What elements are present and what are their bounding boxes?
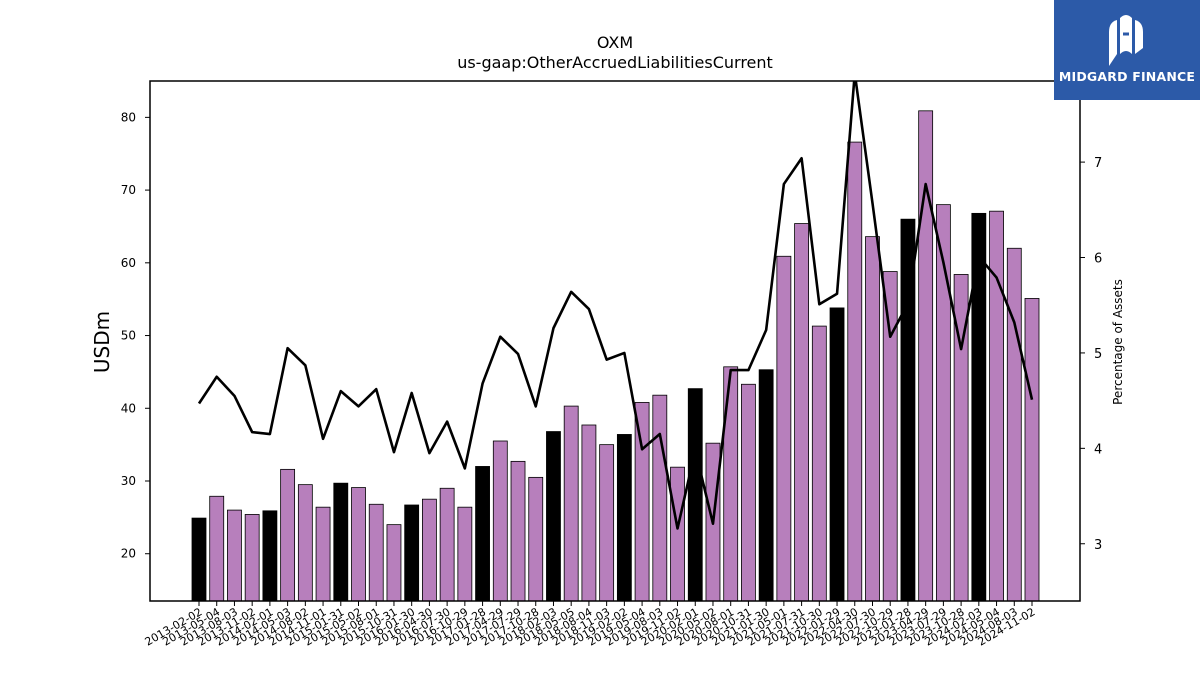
bar (847, 141, 863, 602)
bar (829, 307, 845, 602)
bar (280, 468, 296, 602)
bar (262, 510, 278, 602)
bar (616, 434, 632, 602)
y-tick-label: 60 (121, 256, 136, 270)
bar (333, 482, 349, 602)
midgard-logo: MIDGARD FINANCE (1054, 0, 1200, 100)
bar (227, 509, 242, 602)
bar (634, 402, 650, 602)
bar (776, 255, 792, 602)
bar (652, 394, 668, 602)
bar (191, 517, 207, 602)
bar (581, 424, 597, 602)
bar (492, 440, 508, 602)
y-tick-label: 20 (121, 547, 136, 561)
logo-text: MIDGARD FINANCE (1058, 69, 1196, 84)
bar (865, 236, 880, 602)
y-tick-label: 50 (121, 329, 136, 343)
bar (439, 487, 455, 602)
bar (351, 487, 366, 602)
y-tick-label: 70 (121, 183, 136, 197)
y2-tick-label: 3 (1094, 538, 1102, 553)
bar (368, 503, 384, 602)
y2-tick-label: 7 (1094, 156, 1102, 171)
bar (989, 210, 1004, 602)
bar (1006, 247, 1022, 602)
bar (971, 212, 987, 602)
bar (546, 431, 561, 602)
bar (510, 460, 526, 602)
y2-tick-label: 5 (1094, 347, 1102, 362)
axes-layer: 20304050607080345672013-02-022013-05-042… (121, 80, 1102, 649)
chart-subtitle: us-gaap:OtherAccruedLiabilitiesCurrent (457, 53, 773, 72)
bar (1024, 298, 1040, 602)
bar (421, 498, 437, 602)
bar (297, 484, 313, 602)
y-tick-label: 40 (121, 401, 136, 415)
bar (741, 383, 756, 602)
bar (882, 271, 898, 602)
bar (386, 524, 402, 602)
bar (244, 514, 260, 602)
bar (811, 325, 827, 602)
bar (687, 388, 703, 602)
bar (209, 495, 225, 602)
bar (457, 506, 473, 602)
plot-frame (149, 80, 1081, 602)
bar (528, 476, 544, 602)
midgard-logo-icon (1109, 15, 1143, 66)
y-tick-label: 80 (121, 110, 136, 124)
bar (599, 444, 615, 602)
line-layer (197, 81, 1034, 530)
bar (563, 405, 579, 602)
chart-title: OXM (597, 33, 633, 52)
y2-axis-label: Percentage of Assets (1111, 279, 1125, 405)
bar (404, 504, 420, 602)
bar (315, 506, 331, 602)
bar (794, 223, 809, 602)
bar (670, 466, 685, 602)
bar (475, 466, 490, 602)
y2-tick-label: 6 (1094, 252, 1102, 267)
bar (758, 369, 774, 602)
y-axis-label: USDm (90, 311, 114, 373)
y2-tick-label: 4 (1094, 442, 1102, 457)
pct-of-assets-line (197, 81, 1034, 530)
y-tick-label: 30 (121, 474, 136, 488)
